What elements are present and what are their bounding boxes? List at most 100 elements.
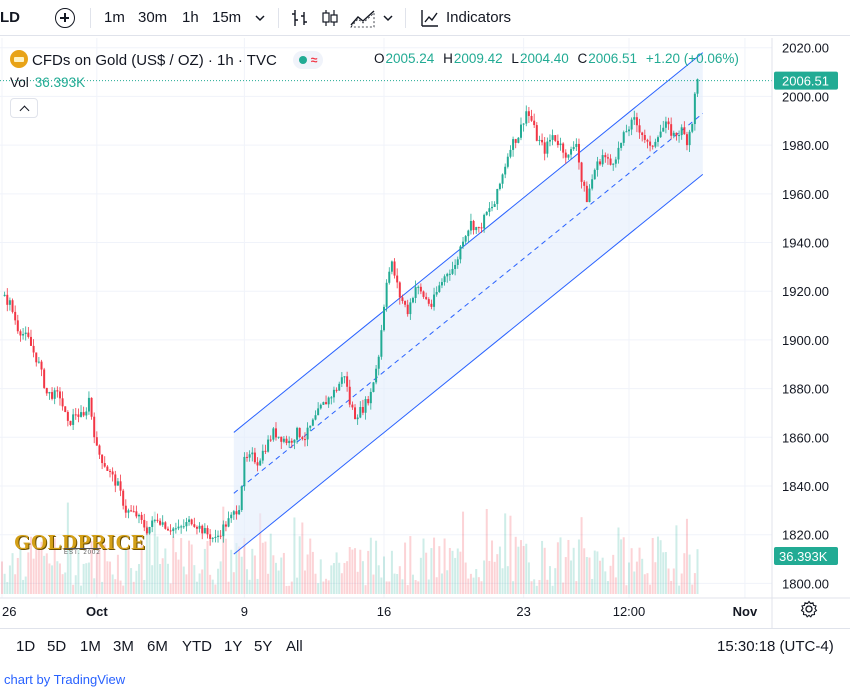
candle-body [230, 514, 233, 519]
candle-body [243, 456, 246, 487]
interval-30m[interactable]: 30m [138, 9, 168, 26]
volume-bar [6, 582, 9, 594]
clock-timezone[interactable]: 15:30:18 (UTC-4) [717, 638, 834, 655]
interval-1m[interactable]: 1m [104, 9, 125, 26]
candle-body [217, 535, 220, 537]
volume-bar [180, 538, 183, 594]
range-ytd[interactable]: YTD [182, 638, 212, 655]
collapse-legend-button[interactable] [10, 98, 38, 118]
candle-body [3, 294, 6, 297]
candle-body [422, 291, 425, 297]
candle-body [259, 460, 262, 466]
credit-brand[interactable]: TradingView [53, 672, 126, 687]
range-3m[interactable]: 3M [113, 638, 134, 655]
candle-body [27, 332, 30, 337]
candle-body [462, 241, 465, 247]
volume-value: 36.393K [34, 75, 86, 90]
goldprice-watermark-sub: EST. 2002 [64, 548, 101, 556]
candle-body [346, 376, 349, 387]
volume-bar [359, 549, 362, 594]
volume-bar [93, 578, 96, 594]
volume-bar [625, 585, 628, 594]
indicators-icon[interactable] [420, 8, 440, 28]
high-value: 2009.42 [453, 51, 503, 66]
range-5d[interactable]: 5D [47, 638, 67, 655]
volume-bar [114, 579, 117, 594]
compare-add-icon[interactable] [55, 8, 75, 28]
price-tick-label: 2000.00 [782, 89, 829, 104]
candle-body [332, 389, 335, 398]
candle-body [103, 463, 106, 467]
candle-body [375, 368, 378, 383]
interval-1h[interactable]: 1h [182, 9, 199, 26]
volume-bar [256, 578, 259, 594]
candle-body [554, 135, 557, 141]
market-status-pill[interactable]: ≈ [292, 51, 324, 69]
candle-body [232, 511, 235, 515]
candle-body [169, 530, 172, 532]
candle-body [127, 510, 130, 513]
interval-15m[interactable]: 15m [212, 9, 242, 26]
volume-bar [425, 552, 428, 594]
candle-body [469, 220, 472, 231]
tradingview-credit[interactable]: chart by TradingView [4, 672, 125, 687]
volume-bar [37, 547, 40, 594]
chevron-down-icon[interactable] [382, 12, 394, 24]
volume-bar [82, 563, 85, 594]
candle-body [214, 536, 217, 538]
chevron-down-icon[interactable] [254, 12, 266, 24]
volume-bar [651, 537, 654, 594]
candles-chart-type-icon[interactable] [320, 8, 340, 28]
bar-chart-type-icon[interactable] [290, 8, 310, 28]
goldprice-watermark-logo: GOLDPRICE [14, 530, 146, 554]
volume-bar [685, 518, 688, 594]
last-price-label: 2006.51 [782, 74, 829, 89]
range-1y[interactable]: 1Y [224, 638, 243, 655]
candle-body [414, 287, 417, 298]
candle-body [172, 528, 175, 532]
volume-bar [190, 544, 193, 594]
gold-symbol-logo-icon [10, 50, 28, 68]
candle-body [691, 124, 694, 132]
candle-body [685, 134, 688, 146]
candle-body [509, 149, 512, 157]
volume-bar [530, 581, 533, 594]
range-6m[interactable]: 6M [147, 638, 168, 655]
candle-body [667, 121, 670, 125]
candle-body [396, 275, 399, 283]
candle-body [306, 427, 309, 440]
settings-gear-icon[interactable] [800, 600, 818, 618]
symbol-fragment[interactable]: LD [0, 9, 20, 26]
volume-bar [675, 525, 678, 594]
indicators-button[interactable]: Indicators [446, 9, 512, 26]
chart-panel[interactable]: 1800.00 1820.00 1840.00 1860.00 1880.00 1900.… [0, 38, 850, 628]
range-1d[interactable]: 1D [16, 638, 36, 655]
price-chart[interactable]: 1800.00 1820.00 1840.00 1860.00 1880.00 1900.… [0, 38, 850, 628]
volume-bar [209, 574, 212, 594]
candle-body [288, 440, 291, 444]
volume-bar [269, 533, 272, 594]
volume-bar [617, 527, 620, 594]
range-1m[interactable]: 1M [80, 638, 101, 655]
price-tick-label: 1940.00 [782, 236, 829, 251]
volume-bar [43, 555, 46, 594]
candle-body [559, 143, 562, 146]
candle-body [419, 286, 422, 292]
range-5y[interactable]: 5Y [254, 638, 273, 655]
candle-body [290, 440, 293, 443]
candle-body [303, 439, 306, 441]
volume-bar [195, 581, 198, 594]
volume-bar [446, 570, 449, 594]
area-chart-type-icon[interactable] [350, 8, 376, 28]
range-all[interactable]: All [286, 638, 303, 655]
candle-body [435, 291, 438, 295]
volume-bar [369, 537, 372, 594]
candle-body [246, 456, 249, 458]
candle-body [485, 211, 488, 215]
candle-body [688, 131, 691, 146]
volume-bar [667, 568, 670, 594]
candle-body [390, 261, 393, 272]
volume-bar [546, 579, 549, 594]
volume-bar [198, 573, 201, 594]
candle-body [588, 188, 591, 203]
